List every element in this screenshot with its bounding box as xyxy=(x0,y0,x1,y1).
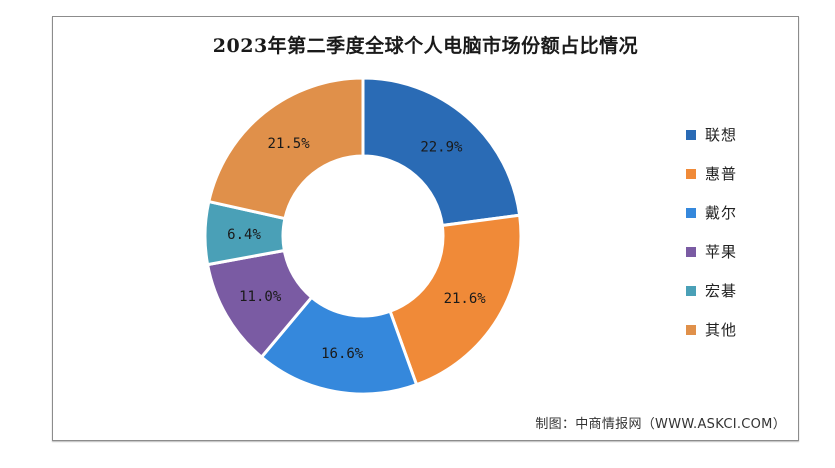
slice-value-label: 22.9% xyxy=(420,139,463,155)
legend-swatch-icon xyxy=(686,324,696,335)
legend-item: 联想 xyxy=(686,115,737,154)
donut-slice xyxy=(361,76,522,228)
slice-value-label: 6.4% xyxy=(227,227,261,243)
legend-swatch-icon xyxy=(686,129,696,140)
legend-label: 惠普 xyxy=(705,165,738,183)
legend-swatch-icon xyxy=(686,207,696,218)
slice-value-label: 11.0% xyxy=(239,289,282,305)
slice-value-label: 21.5% xyxy=(268,136,311,152)
source-caption: 制图：中商情报网（WWW.ASKCI.COM） xyxy=(535,417,786,432)
slice-value-label: 21.6% xyxy=(444,291,487,307)
legend-item: 苹果 xyxy=(686,232,737,271)
legend-item: 其他 xyxy=(686,310,737,349)
legend-item: 宏碁 xyxy=(686,271,737,310)
donut-slice xyxy=(207,76,365,221)
legend-item: 惠普 xyxy=(686,154,737,193)
legend-swatch-icon xyxy=(686,285,696,296)
legend-label: 戴尔 xyxy=(705,204,738,222)
slice-value-label: 16.6% xyxy=(321,346,364,362)
donut-chart: 22.9% 21.6% 16.6% 11.0% 6.4% 21.5% xyxy=(203,76,523,396)
legend-label: 联想 xyxy=(705,126,738,144)
chart-frame: 2023年第二季度全球个人电脑市场份额占比情况 22.9% 21.6% 16.6% 1… xyxy=(52,16,799,441)
legend-item: 戴尔 xyxy=(686,193,737,232)
chart-title: 2023年第二季度全球个人电脑市场份额占比情况 xyxy=(212,35,639,57)
legend-swatch-icon xyxy=(686,168,696,179)
legend-label: 宏碁 xyxy=(705,282,738,300)
donut-slice xyxy=(388,213,523,387)
legend-label: 其他 xyxy=(705,321,738,339)
legend-swatch-icon xyxy=(686,246,696,257)
legend: 联想 惠普 戴尔 苹果 宏碁 其他 xyxy=(686,115,737,349)
legend-label: 苹果 xyxy=(705,243,738,261)
